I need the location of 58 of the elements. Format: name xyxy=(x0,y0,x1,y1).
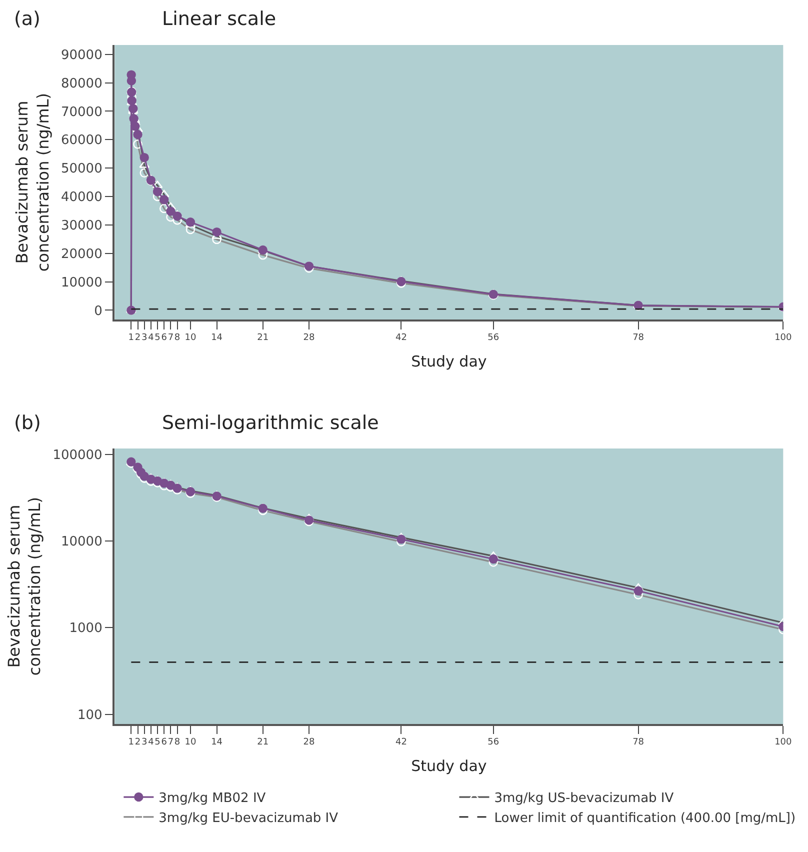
x-tick-label: 28 xyxy=(303,333,315,344)
y-axis-title: Bevacizumab serum concentration (ng/mL) xyxy=(4,497,44,676)
x-tick-label: 10 xyxy=(184,738,196,748)
legend-label: 3mg/kg EU-bevacizumab IV xyxy=(158,811,338,826)
x-tick-label: 14 xyxy=(211,333,223,344)
x-tick-label: 6 xyxy=(161,738,168,748)
x-tick-label: 1 xyxy=(128,333,134,344)
y-tick-label: 40000 xyxy=(61,190,102,206)
x-tick-label: 7 xyxy=(168,738,174,748)
x-tick-label: 8 xyxy=(174,738,180,748)
x-tick-label: 5 xyxy=(154,333,160,344)
x-tick-label: 100 xyxy=(774,738,792,748)
x-tick-label: 42 xyxy=(395,333,407,344)
x-tick-label: 21 xyxy=(257,738,269,748)
x-tick-label: 42 xyxy=(395,738,407,748)
x-tick-label: 28 xyxy=(303,738,315,748)
y-tick-label: 50000 xyxy=(61,162,102,177)
x-tick-label: 2 xyxy=(134,738,141,748)
x-tick-label: 21 xyxy=(257,333,269,344)
y-axis-title: Bevacizumab serum concentration (ng/mL) xyxy=(12,93,52,272)
y-tick-label: 30000 xyxy=(61,218,102,234)
text: (b) xyxy=(14,412,41,434)
y-tick-label: 20000 xyxy=(61,246,102,262)
x-tick-label: 56 xyxy=(488,333,500,344)
x-tick-label: 100 xyxy=(774,333,792,344)
x-tick-label: 3 xyxy=(141,333,148,344)
legend-label: Lower limit of quantification (400.00 [mg/mL]) xyxy=(494,811,796,826)
x-axis-title: Study day xyxy=(411,757,487,776)
x-tick-label: 78 xyxy=(632,333,644,344)
legend-label: 3mg/kg MB02 IV xyxy=(158,791,266,806)
y-tick-label: 80000 xyxy=(61,76,102,92)
y-tick-label: 90000 xyxy=(61,48,102,63)
x-tick-label: 3 xyxy=(141,738,148,748)
x-tick-label: 10 xyxy=(184,333,196,344)
y-tick-label: 100000 xyxy=(52,448,102,463)
x-tick-label: 14 xyxy=(211,738,223,748)
x-axis-title: Study day xyxy=(411,352,487,371)
x-tick-label: 7 xyxy=(168,333,174,344)
chart-title: Linear scale xyxy=(162,8,276,30)
y-tick-label: 0 xyxy=(94,304,102,319)
chart-title: Semi-logarithmic scale xyxy=(162,412,379,434)
y-tick-label: 10000 xyxy=(61,534,102,550)
y-tick-label: 10000 xyxy=(61,275,102,290)
x-tick-label: 56 xyxy=(488,738,500,748)
x-tick-label: 78 xyxy=(632,738,644,748)
x-tick-label: 5 xyxy=(154,738,160,748)
x-tick-label: 4 xyxy=(148,333,154,344)
y-tick-label: 100 xyxy=(78,708,102,723)
x-tick-label: 4 xyxy=(148,738,154,748)
legend-label: 3mg/kg US-bevacizumab IV xyxy=(494,791,674,806)
x-tick-label: 8 xyxy=(174,333,180,344)
text: (a) xyxy=(14,8,40,30)
x-tick-label: 1 xyxy=(128,738,134,748)
x-tick-label: 6 xyxy=(161,333,168,344)
y-tick-label: 70000 xyxy=(61,104,102,120)
y-tick-label: 60000 xyxy=(61,133,102,148)
x-tick-label: 2 xyxy=(134,333,141,344)
y-tick-label: 1000 xyxy=(69,621,102,636)
